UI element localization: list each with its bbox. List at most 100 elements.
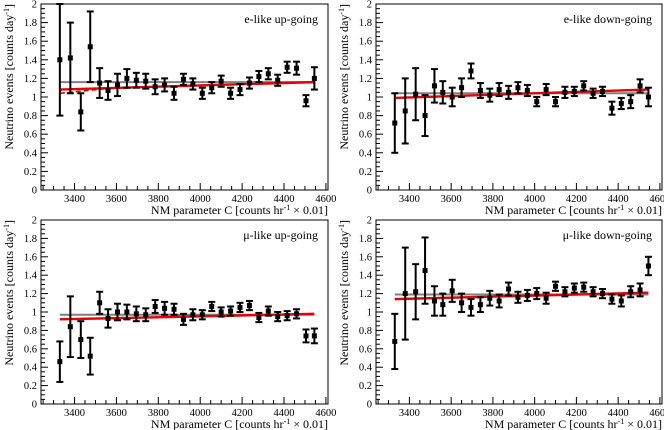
data-point (637, 287, 643, 293)
data-point (543, 295, 549, 301)
data-point (133, 311, 139, 317)
data-point (284, 64, 290, 70)
data-point (459, 300, 465, 306)
y-tick-label: 1.6 (24, 252, 37, 263)
data-point (431, 298, 437, 304)
panel-title: μ-like down-going (563, 228, 652, 242)
panel-2: 0 0.2 0.4 0.6 0.8 1 1.2 1.4 1.6 1.8 2 3400 3600 3800 4… (337, 0, 664, 217)
data-point (562, 89, 568, 95)
data-point (477, 302, 483, 308)
data-point (218, 309, 224, 315)
panel-3: 0 0.2 0.4 0.6 0.8 1 1.2 1.4 1.6 1.8 2 3400 3600 3800 4… (2, 216, 336, 430)
data-point (590, 289, 596, 295)
y-tick-label: 0.8 (359, 111, 372, 122)
y-tick-label: 1.4 (359, 55, 373, 66)
x-tick-label: 3800 (148, 408, 169, 419)
x-axis-label: NM parameter C [counts hr-1 × 0.01] (151, 203, 328, 217)
data-point (114, 82, 120, 88)
data-point (645, 263, 651, 269)
panel-1: 0 0.2 0.4 0.6 0.8 1 1.2 1.4 1.6 1.8 2 3400 3600 3800 4… (2, 0, 336, 217)
data-point (600, 88, 606, 94)
y-tick-label: 0.2 (24, 167, 37, 178)
data-point (97, 80, 103, 86)
y-tick-label: 1.4 (24, 55, 38, 66)
data-point (190, 312, 196, 318)
data-point (105, 315, 111, 321)
x-tick-label: 4200 (232, 194, 253, 205)
data-point (618, 298, 624, 304)
x-tick-label: 3400 (64, 408, 85, 419)
data-point (57, 57, 63, 63)
data-point (311, 75, 317, 81)
data-point (256, 315, 262, 321)
y-tick-label: 1 (367, 308, 372, 319)
x-tick-label: 4400 (274, 194, 295, 205)
data-point (534, 99, 540, 105)
y-axis-label: Neutrino events [counts day-1] (337, 4, 351, 150)
data-point (124, 309, 130, 315)
data-point (67, 55, 73, 61)
data-point (487, 92, 493, 98)
data-point (162, 305, 168, 311)
y-tick-label: 2 (367, 216, 372, 227)
y-tick-label: 1.8 (359, 18, 372, 29)
fit-line-red (394, 291, 649, 301)
data-point (571, 285, 577, 291)
y-tick-label: 0 (32, 400, 37, 411)
plot-frame (40, 3, 329, 191)
y-tick-label: 0.6 (359, 344, 372, 355)
data-point (228, 90, 234, 96)
data-point (477, 87, 483, 93)
y-tick-label: 1.2 (359, 74, 372, 85)
data-point (600, 291, 606, 297)
data-point (143, 78, 149, 84)
y-tick-label: 0 (367, 400, 372, 411)
data-point (275, 77, 281, 83)
data-point (487, 295, 493, 301)
data-point (515, 85, 521, 91)
y-axis-label: Neutrino events [counts day-1] (337, 220, 351, 366)
data-point (534, 291, 540, 297)
data-point (581, 83, 587, 89)
y-tick-label: 0.4 (359, 148, 373, 159)
y-tick-label: 0.2 (359, 381, 372, 392)
data-point (562, 289, 568, 295)
x-tick-label: 3800 (482, 408, 503, 419)
y-tick-label: 0.2 (359, 167, 372, 178)
data-point (209, 85, 215, 91)
data-point (105, 87, 111, 93)
data-point (449, 94, 455, 100)
data-point (87, 353, 93, 359)
x-axis-label: NM parameter C [counts hr-1 × 0.01] (151, 417, 328, 430)
data-point (218, 78, 224, 84)
data-point (645, 94, 651, 100)
data-point (180, 76, 186, 82)
data-point (413, 91, 419, 97)
data-point (440, 89, 446, 95)
y-tick-label: 0 (32, 186, 37, 197)
plot-frame (375, 219, 663, 405)
data-point (506, 286, 512, 292)
data-point (524, 87, 530, 93)
x-tick-label: 3800 (148, 194, 169, 205)
y-tick-label: 0.2 (24, 381, 37, 392)
data-point (246, 303, 252, 309)
data-point (209, 303, 215, 309)
data-point (311, 333, 317, 339)
data-point (553, 283, 559, 289)
data-point (496, 87, 502, 93)
y-tick-label: 2 (32, 0, 37, 11)
x-tick-label: 4000 (190, 408, 211, 419)
data-point (294, 311, 300, 317)
y-tick-label: 1.4 (359, 271, 373, 282)
fit-line-red (59, 312, 315, 321)
data-point (162, 82, 168, 88)
data-point (515, 294, 521, 300)
data-point (303, 333, 309, 339)
data-point (422, 113, 428, 119)
data-point (628, 289, 634, 295)
y-tick-label: 1.6 (359, 37, 372, 48)
data-point (392, 338, 398, 344)
data-point (609, 296, 615, 302)
